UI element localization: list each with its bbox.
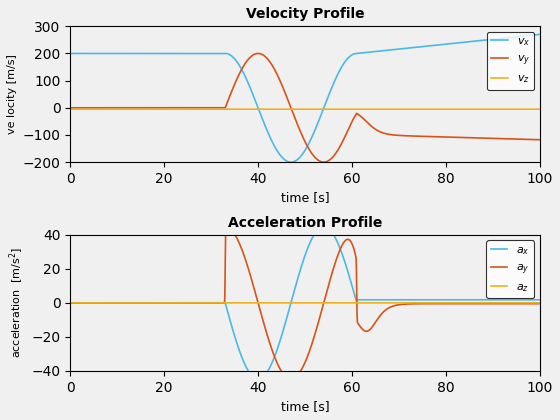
$v_x$ <box>417 44 424 49</box>
$a_z$ <box>152 300 159 305</box>
$a_y$ <box>223 224 230 229</box>
$v_z$ <box>246 107 253 112</box>
$a_z$ <box>246 300 253 305</box>
$v_z$ <box>453 107 460 112</box>
Line: $a_x$: $a_x$ <box>70 227 540 379</box>
$v_z$ <box>152 107 159 112</box>
$a_z$ <box>453 300 460 305</box>
$v_y$ <box>536 137 543 142</box>
$a_x$ <box>453 297 460 302</box>
$a_x$ <box>417 297 424 302</box>
$a_x$ <box>536 297 543 302</box>
Line: $v_x$: $v_x$ <box>70 34 540 162</box>
$v_x$ <box>67 51 73 56</box>
$a_z$ <box>67 300 73 305</box>
$v_y$ <box>349 119 356 124</box>
Legend: $a_x$, $a_y$, $a_z$: $a_x$, $a_y$, $a_z$ <box>487 240 534 299</box>
$a_x$ <box>372 297 379 302</box>
$v_z$ <box>67 107 73 112</box>
Title: Acceleration Profile: Acceleration Profile <box>228 215 382 230</box>
$v_y$ <box>152 105 159 110</box>
$v_x$ <box>152 51 159 56</box>
Line: $v_y$: $v_y$ <box>70 53 540 162</box>
$a_x$ <box>349 284 356 289</box>
Title: Velocity Profile: Velocity Profile <box>246 7 365 21</box>
$v_y$ <box>453 135 460 140</box>
$v_x$ <box>536 32 543 37</box>
$v_x$ <box>372 49 379 54</box>
$a_x$ <box>67 300 73 305</box>
$a_y$ <box>417 301 424 306</box>
$v_y$ <box>320 160 327 165</box>
$a_x$ <box>255 377 262 382</box>
$v_y$ <box>255 51 262 56</box>
$v_x$ <box>453 41 460 46</box>
$a_y$ <box>453 301 460 306</box>
$v_z$ <box>417 107 424 112</box>
$a_z$ <box>417 300 424 305</box>
$a_y$ <box>288 377 295 382</box>
X-axis label: time [s]: time [s] <box>281 192 329 205</box>
$a_x$ <box>152 300 159 305</box>
$a_z$ <box>536 300 543 305</box>
$v_y$ <box>417 134 424 139</box>
$v_z$ <box>372 107 379 112</box>
$v_z$ <box>348 107 355 112</box>
X-axis label: time [s]: time [s] <box>281 400 329 413</box>
Legend: $v_x$, $v_y$, $v_z$: $v_x$, $v_y$, $v_z$ <box>487 32 534 90</box>
Line: $a_y$: $a_y$ <box>70 227 540 379</box>
$v_y$ <box>246 55 253 60</box>
$v_x$ <box>349 52 356 58</box>
$v_x$ <box>288 160 295 165</box>
Y-axis label: ve locity [m/s]: ve locity [m/s] <box>7 54 17 134</box>
$a_z$ <box>348 300 355 305</box>
$a_y$ <box>246 271 253 276</box>
$a_x$ <box>246 370 253 375</box>
$a_y$ <box>372 319 379 324</box>
$a_y$ <box>152 300 159 305</box>
$a_y$ <box>536 301 543 306</box>
$v_z$ <box>536 107 543 112</box>
$a_y$ <box>349 241 356 247</box>
$v_y$ <box>67 105 73 110</box>
Y-axis label: acceleration  [m/s$^2$]: acceleration [m/s$^2$] <box>7 247 26 358</box>
$v_x$ <box>246 84 253 89</box>
$a_z$ <box>372 300 379 305</box>
$v_y$ <box>372 127 379 132</box>
$a_y$ <box>67 300 73 305</box>
$a_x$ <box>320 224 327 229</box>
